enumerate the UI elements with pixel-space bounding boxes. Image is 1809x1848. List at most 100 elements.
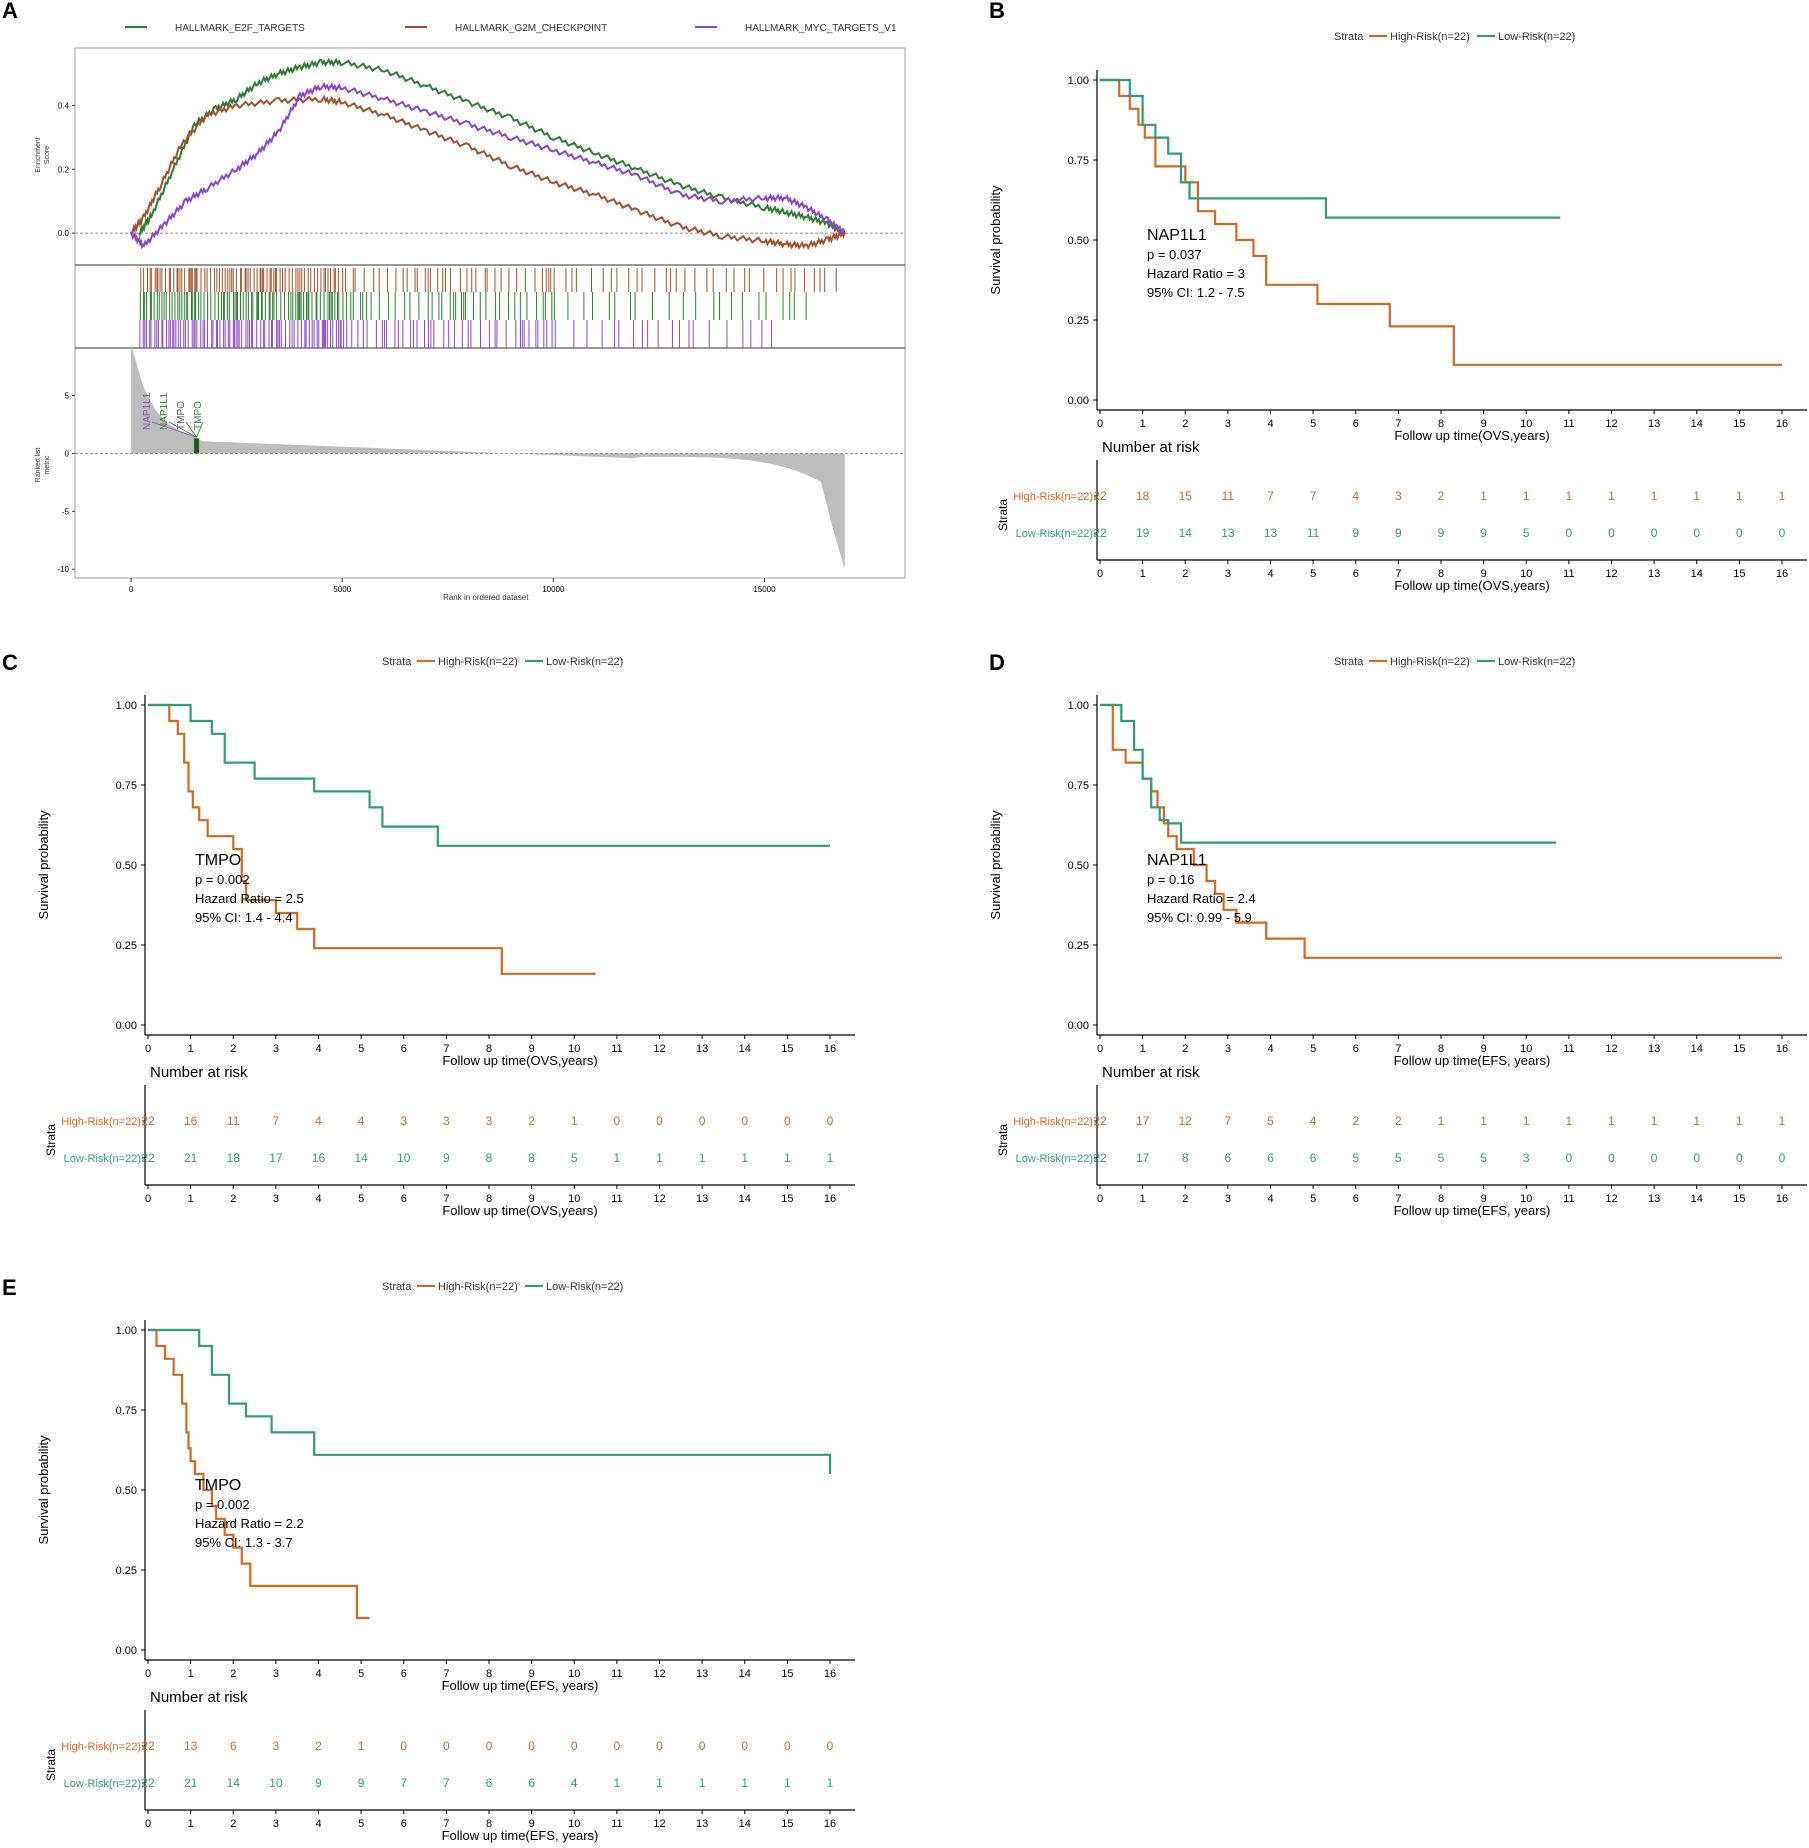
risk-value: 1 <box>1651 489 1658 503</box>
risk-value: 7 <box>443 1776 450 1790</box>
risk-x-tick-label: 9 <box>1481 1193 1487 1205</box>
risk-x-axis-label: Follow up time(OVS,years) <box>442 1203 597 1218</box>
risk-value: 1 <box>1566 1114 1573 1128</box>
risk-value: 6 <box>1225 1151 1232 1165</box>
risk-x-tick-label: 8 <box>1438 1193 1444 1205</box>
y-axis-label: Survival probability <box>36 1435 51 1545</box>
x-tick-label: 0 <box>145 1668 151 1680</box>
risk-value: 5 <box>1523 526 1530 540</box>
risk-x-tick-label: 7 <box>1395 568 1401 580</box>
annotation-ci: 95% CI: 1.4 - 4.4 <box>195 910 293 925</box>
x-tick-label: 0 <box>1097 1043 1103 1055</box>
x-tick-label: 4 <box>1267 1043 1273 1055</box>
km-curve-low <box>1100 78 1561 219</box>
y-tick-label: 0.25 <box>1068 940 1089 952</box>
risk-x-tick-label: 16 <box>824 1193 836 1205</box>
rank-tick-label: -10 <box>57 565 69 574</box>
risk-x-tick-label: 12 <box>1605 1193 1617 1205</box>
risk-x-tick-label: 6 <box>1353 1193 1359 1205</box>
x-tick-label: 10 <box>1520 1043 1532 1055</box>
risk-value: 15 <box>1179 489 1193 503</box>
gene-label-3: TMPO <box>193 401 204 430</box>
risk-value: 1 <box>1693 489 1700 503</box>
risk-value: 1 <box>1608 489 1615 503</box>
risk-x-tick-label: 1 <box>188 1193 194 1205</box>
risk-value: 0 <box>784 1114 791 1128</box>
risk-value: 5 <box>1267 1114 1274 1128</box>
x-tick-label: 10 <box>568 1668 580 1680</box>
x-axis-label: Follow up time(OVS,years) <box>442 1053 597 1068</box>
risk-x-tick-label: 12 <box>653 1193 665 1205</box>
risk-x-tick-label: 15 <box>781 1818 793 1830</box>
x-tick-label: 15 <box>781 1668 793 1680</box>
y-tick-label: 1.00 <box>1068 700 1089 712</box>
risk-value: 6 <box>1267 1151 1274 1165</box>
risk-x-tick-label: 7 <box>1395 1193 1401 1205</box>
km-panel-b: Strata High-Risk(n=22) Low-Risk(n=22)0.000… <box>988 31 1807 593</box>
y-axis-label: Survival probability <box>36 810 51 920</box>
risk-x-tick-label: 10 <box>1520 1193 1532 1205</box>
gene-leader <box>168 421 197 438</box>
x-tick-label: 4 <box>1267 418 1273 430</box>
risk-x-tick-label: 3 <box>1225 1193 1231 1205</box>
risk-x-tick-label: 7 <box>443 1818 449 1830</box>
risk-strata-label: Strata <box>996 499 1010 531</box>
x-tick-label: 8 <box>486 1043 492 1055</box>
x-tick-label: 15000 <box>753 585 776 594</box>
risk-x-tick-label: 14 <box>739 1818 751 1830</box>
risk-value: 4 <box>1310 1114 1317 1128</box>
x-tick-label: 16 <box>1776 1043 1788 1055</box>
x-tick-label: 3 <box>273 1043 279 1055</box>
y-tick-label: 0.00 <box>1068 395 1089 407</box>
risk-value: 3 <box>1395 489 1402 503</box>
risk-value: 17 <box>1136 1151 1150 1165</box>
risk-x-tick-label: 0 <box>145 1818 151 1830</box>
risk-value: 3 <box>486 1114 493 1128</box>
risk-x-tick-label: 13 <box>1648 568 1660 580</box>
risk-value: 0 <box>741 1739 748 1753</box>
y-tick-label: 0.75 <box>116 1405 137 1417</box>
risk-value: 1 <box>1736 1114 1743 1128</box>
risk-value: 1 <box>1566 489 1573 503</box>
risk-value: 17 <box>1136 1114 1150 1128</box>
risk-value: 17 <box>269 1151 283 1165</box>
km-panel-d: Strata High-Risk(n=22) Low-Risk(n=22)0.000… <box>988 656 1807 1218</box>
risk-x-tick-label: 9 <box>529 1818 535 1830</box>
x-tick-label: 8 <box>1438 418 1444 430</box>
risk-x-tick-label: 8 <box>1438 568 1444 580</box>
risk-x-tick-label: 10 <box>568 1818 580 1830</box>
risk-value: 11 <box>1307 526 1320 540</box>
risk-value: 6 <box>486 1776 493 1790</box>
risk-value: 21 <box>184 1151 198 1165</box>
x-tick-label: 7 <box>443 1043 449 1055</box>
risk-value: 0 <box>827 1114 834 1128</box>
risk-value: 7 <box>1267 489 1274 503</box>
legend-label-low: Low-Risk(n=22) <box>546 656 623 668</box>
gene-label-1: NAP1L1 <box>159 392 170 430</box>
y-tick-label: 1.00 <box>1068 75 1089 87</box>
risk-x-axis-label: Follow up time(EFS, years) <box>442 1828 599 1843</box>
risk-value: 22 <box>141 1114 155 1128</box>
y-tick-label: 0.25 <box>116 1565 137 1577</box>
risk-value: 3 <box>443 1114 450 1128</box>
risk-x-tick-label: 12 <box>1605 568 1617 580</box>
risk-x-tick-label: 3 <box>1225 568 1231 580</box>
annotation-hr: Hazard Ratio = 2.4 <box>1147 891 1256 906</box>
annotation-hr: Hazard Ratio = 2.2 <box>195 1516 304 1531</box>
x-tick-label: 11 <box>1563 1043 1574 1055</box>
es-axis-label: Enrichment Score <box>35 137 51 172</box>
legend-title: Strata <box>382 1281 412 1293</box>
risk-value: 18 <box>227 1151 241 1165</box>
gene-label-2: TMPO <box>176 401 187 430</box>
risk-value: 1 <box>741 1776 748 1790</box>
es-tick-label: 0.2 <box>58 165 70 174</box>
y-tick-label: 0.50 <box>116 860 137 872</box>
rank-tick-label: -5 <box>62 507 70 516</box>
risk-value: 1 <box>1651 1114 1658 1128</box>
risk-value: 0 <box>614 1114 621 1128</box>
x-axis-label: Rank in ordered dataset <box>443 593 529 602</box>
risk-value: 2 <box>1395 1114 1402 1128</box>
x-tick-label: 8 <box>486 1668 492 1680</box>
risk-x-tick-label: 7 <box>443 1193 449 1205</box>
risk-value: 7 <box>273 1114 280 1128</box>
